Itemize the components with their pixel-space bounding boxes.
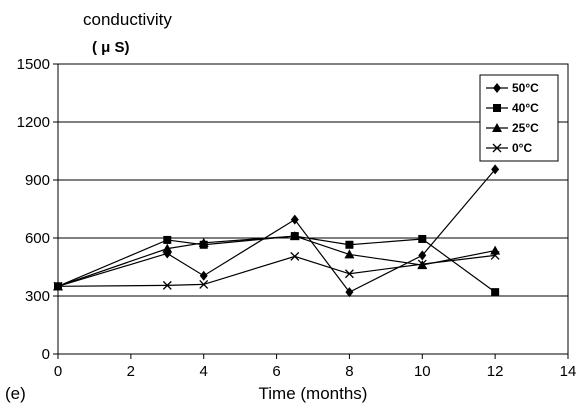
x-tick-label: 2 [127,363,135,380]
y-tick-label: 300 [25,288,50,305]
x-tick-label: 6 [272,363,280,380]
legend-marker-diamond [493,83,501,93]
x-axis-title: Time (months) [259,384,368,403]
data-point-diamond [418,250,427,261]
data-point-x [490,250,500,260]
legend-label: 40°C [512,101,539,115]
legend-marker-x [492,143,502,153]
data-point-diamond [290,214,299,225]
data-point-square [163,235,172,244]
data-point-square [491,288,500,297]
data-point-square [345,240,354,249]
data-point-x [290,251,300,261]
data-point-square [418,234,427,243]
data-point-triangle [162,243,173,253]
series-group [53,164,501,298]
y-axis-title: conductivity [83,10,172,29]
series-line [57,168,496,293]
data-point-x [417,259,427,269]
data-point-x [53,281,63,291]
legend-label: 0°C [512,141,532,155]
data-point-triangle [289,231,300,241]
y-tick-label: 900 [25,172,50,189]
data-point-diamond [491,164,500,175]
y-tick-label: 0 [42,346,50,363]
panel-label: (e) [5,384,26,403]
x-tick-label: 4 [200,363,208,380]
x-tick-label: 8 [345,363,353,380]
x-tick-label: 14 [560,363,577,380]
data-point-triangle [490,245,501,255]
series-2 [53,231,501,291]
data-point-x [344,269,354,279]
series-0 [54,164,500,298]
axes: 0 300 600 900 1200 1500 0 2 4 6 8 10 12 14 [17,56,577,380]
data-point-diamond [345,287,354,298]
legend-box [479,74,559,162]
legend-marker-triangle [492,123,502,132]
legend: 50°C 40°C 25°C 0°C [479,74,559,162]
data-point-triangle [198,237,209,247]
legend-label: 50°C [512,81,539,95]
y-tick-label: 600 [25,230,50,247]
x-tick-label: 12 [487,363,504,380]
data-point-diamond [199,270,208,281]
data-point-x [199,279,209,289]
x-tick-label: 10 [414,363,431,380]
x-tick-label: 0 [54,363,62,380]
series-3 [53,250,500,291]
series-line [57,254,496,287]
data-point-x [162,280,172,290]
data-point-triangle [344,249,355,259]
legend-marker-square [493,104,501,112]
y-tick-label: 1200 [17,114,50,131]
plot-area-frame [57,63,569,355]
y-axis-unit: ( μ S) [92,39,130,56]
y-tick-label: 1500 [17,56,50,73]
legend-label: 25°C [512,121,539,135]
